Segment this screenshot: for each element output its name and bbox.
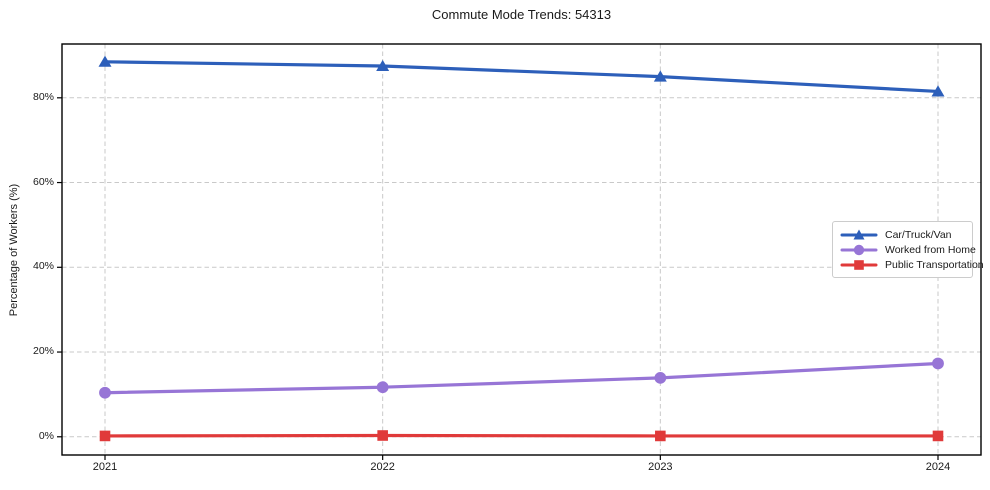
x-tick-label: 2022 [370, 461, 395, 473]
chart-title: Commute Mode Trends: 54313 [431, 7, 612, 22]
data-point-square [932, 430, 944, 442]
x-tick-label: 2024 [925, 461, 951, 473]
series-line [103, 60, 940, 94]
data-point-triangle [653, 70, 667, 82]
data-point-circle [932, 357, 944, 370]
data-point-triangle [98, 55, 112, 67]
legend-label: Worked from Home [885, 243, 976, 256]
legend: Car/Truck/Van Worked from Home Public Tran… [832, 221, 984, 278]
legend-marker-icon [840, 259, 878, 270]
data-point-square [377, 430, 388, 441]
data-point-triangle [931, 85, 945, 97]
legend-marker-icon [840, 229, 878, 239]
data-point-circle [376, 381, 389, 394]
data-point-square [655, 430, 666, 442]
y-tick-label: 0% [38, 429, 54, 442]
data-point-circle [99, 386, 111, 399]
legend-marker-icon [840, 244, 878, 255]
series-line [103, 361, 940, 395]
data-point-circle [654, 371, 667, 384]
data-point-square [99, 430, 111, 442]
y-tick-label: 40% [32, 260, 54, 273]
legend-entry: Public Transportation [840, 257, 984, 272]
axes-spines [61, 43, 982, 456]
y-tick-label: 80% [32, 90, 54, 103]
x-tick-label: 2023 [648, 461, 673, 473]
y-tick-label: 20% [32, 345, 54, 358]
legend-label: Public Transportation [885, 258, 984, 271]
data-point-triangle [376, 59, 390, 72]
y-tick-label: 60% [32, 175, 54, 188]
legend-entry: Car/Truck/Van [840, 227, 966, 242]
legend-label: Car/Truck/Van [885, 228, 952, 241]
x-tick-label: 2021 [92, 461, 118, 473]
legend-entry: Worked from Home [840, 242, 976, 257]
